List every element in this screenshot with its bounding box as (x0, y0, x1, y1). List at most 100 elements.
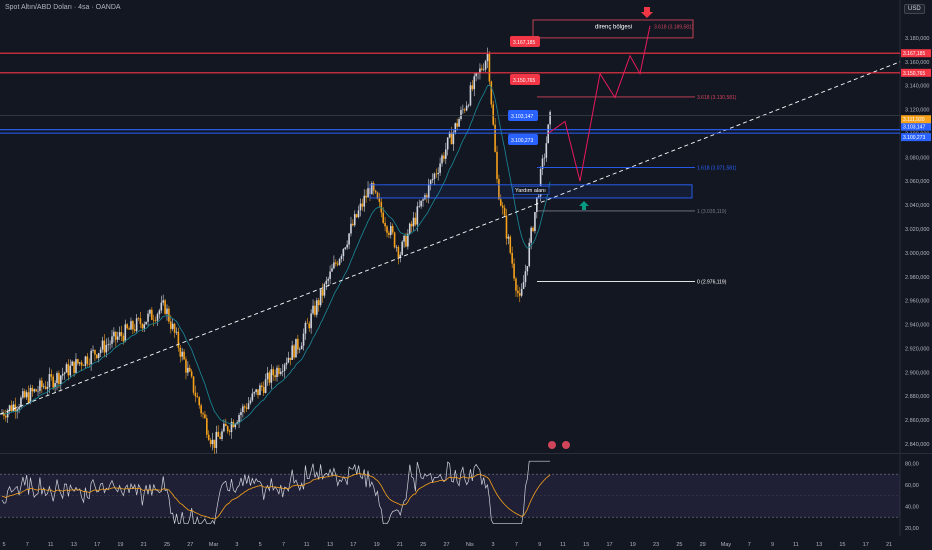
candle-body (507, 236, 510, 239)
x-tick-label: 21 (397, 542, 403, 548)
candle-body (352, 223, 354, 226)
candle-body (456, 123, 458, 127)
rsi-y-tick-label: 80,00 (905, 461, 919, 467)
x-tick-label: 15 (839, 542, 845, 548)
candle-body (169, 321, 172, 329)
x-tick-label: 11 (48, 542, 54, 548)
candle-body (333, 262, 335, 269)
projection-path (547, 25, 651, 182)
x-tick-label: 27 (443, 542, 449, 548)
candle-body (367, 188, 369, 198)
candle-body (389, 226, 392, 235)
candle-body (517, 290, 519, 294)
x-tick-label: 15 (583, 542, 589, 548)
candle-body (116, 336, 119, 340)
candle-body (18, 406, 20, 410)
candle-body (105, 344, 108, 353)
candle-body (416, 206, 419, 225)
x-tick-label: 9 (538, 542, 541, 548)
candle-body (435, 173, 438, 175)
candle-body (20, 397, 22, 407)
candle-body (185, 359, 187, 373)
candle-body (446, 137, 449, 150)
candle-body (245, 407, 248, 409)
candle-body (173, 323, 176, 333)
candle-body (88, 363, 91, 365)
y-tick-label: 3.180,000 (905, 36, 929, 42)
candle-body (236, 422, 238, 424)
candle-body (475, 73, 477, 77)
candle-body (492, 104, 495, 125)
x-tick-label: 17 (606, 542, 612, 548)
candle-body (520, 288, 523, 296)
candle-body (340, 256, 343, 259)
candle-body (338, 258, 341, 265)
candle-body (113, 331, 115, 337)
candle-body (374, 190, 377, 193)
candle-body (545, 143, 548, 158)
candle-body (264, 379, 267, 393)
candle-body (424, 195, 426, 200)
candle-body (10, 405, 13, 412)
x-tick-label: 13 (327, 542, 333, 548)
support-zone-tag (512, 185, 550, 195)
candle-body (137, 318, 140, 319)
candle-body (543, 157, 546, 159)
candle-body (181, 351, 183, 357)
candle-body (168, 308, 170, 322)
x-tick-label: 11 (304, 542, 310, 548)
candle-body (48, 374, 51, 388)
candle-body (372, 183, 375, 191)
candle-body (90, 350, 92, 365)
candle-body (350, 223, 352, 234)
candle-body (135, 318, 138, 331)
candle-body (156, 314, 159, 321)
candle-body (274, 375, 276, 378)
candle-body (412, 217, 415, 227)
candle-body (329, 271, 331, 279)
price-label-box (901, 49, 931, 58)
candle-body (310, 313, 312, 329)
candle-body (321, 289, 324, 296)
currency-button[interactable]: USD (904, 4, 925, 14)
candle-body (52, 376, 55, 388)
candle-body (35, 389, 37, 392)
rsi-y-tick-label: 60,00 (905, 483, 919, 489)
fib-level-label: 1.618 (3.071,581) (697, 165, 737, 171)
candle-body (118, 332, 121, 337)
candle-body (490, 81, 493, 105)
candle-body (270, 369, 273, 383)
x-tick-label: 25 (164, 542, 170, 548)
y-tick-label: 2.900,000 (905, 370, 929, 376)
candle-body (526, 266, 529, 272)
price-label-box (901, 133, 931, 142)
x-tick-label: 13 (71, 542, 77, 548)
up-arrow-icon (579, 201, 589, 210)
candle-body (109, 343, 111, 345)
candle-body (230, 421, 233, 433)
candle-body (228, 431, 231, 433)
x-tick-label: 21 (141, 542, 147, 548)
candle-body (143, 324, 146, 329)
candle-body (251, 393, 254, 401)
y-tick-label: 3.040,000 (905, 203, 929, 209)
candle-body (41, 380, 43, 387)
candle-body (107, 344, 110, 345)
candle-body (365, 195, 367, 198)
down-arrow-icon (641, 7, 653, 18)
candle-body (342, 248, 345, 257)
candle-body (67, 364, 70, 376)
candle-body (50, 374, 53, 377)
x-tick-label: 3 (492, 542, 495, 548)
callout-box (510, 74, 540, 85)
candle-body (160, 302, 163, 311)
candle-body (433, 173, 436, 180)
candle-body (16, 409, 18, 412)
price-label-text: 3.167,185 (903, 51, 925, 57)
candle-body (86, 356, 89, 364)
candle-body (75, 359, 77, 373)
y-tick-label: 2.940,000 (905, 323, 929, 329)
candle-body (388, 232, 390, 235)
candle-body (448, 132, 451, 138)
